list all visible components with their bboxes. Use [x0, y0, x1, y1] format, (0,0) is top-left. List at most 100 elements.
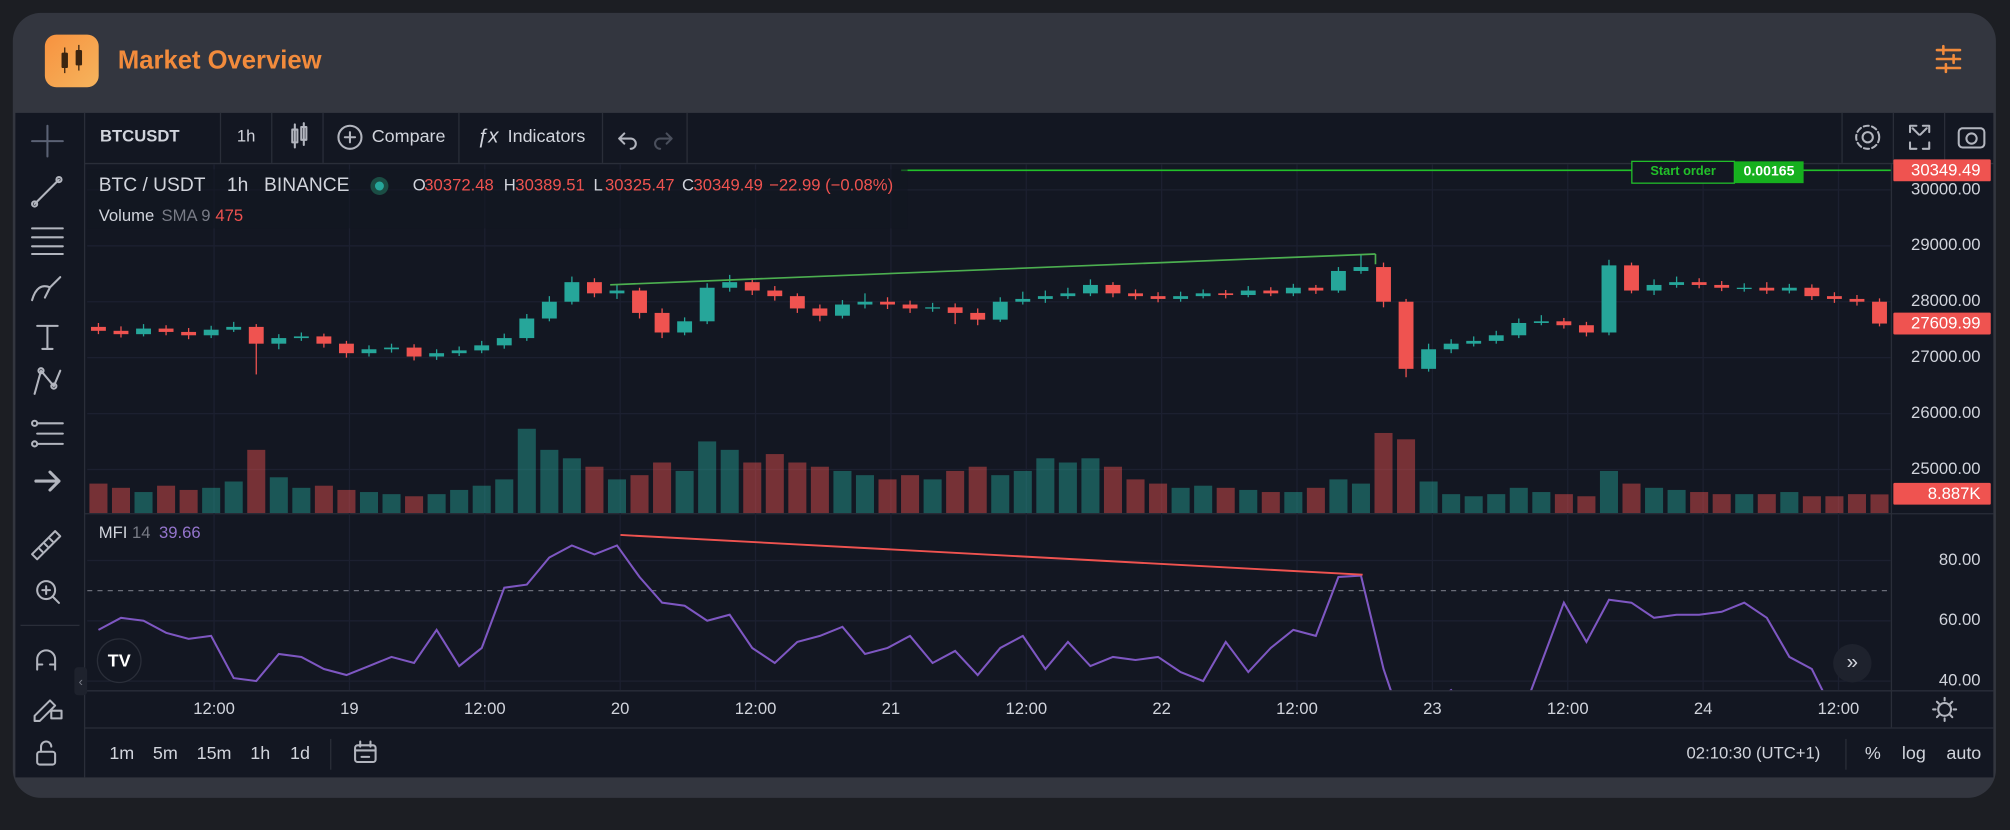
- ohlc-key: O: [413, 175, 426, 194]
- ohlc-value: 30389.51: [515, 175, 584, 194]
- candle-body: [1781, 287, 1797, 291]
- ruler-tool[interactable]: [31, 530, 62, 561]
- candle-body: [992, 301, 1008, 320]
- symbol[interactable]: BTCUSDT: [100, 127, 180, 146]
- order-qty-box[interactable]: [1734, 161, 1804, 184]
- candle-body: [947, 307, 963, 313]
- interval[interactable]: 1h: [237, 127, 256, 146]
- trendline-price[interactable]: [610, 253, 1376, 286]
- indicators-button[interactable]: Indicators: [508, 126, 586, 146]
- x-tick-label: 23: [1423, 699, 1442, 718]
- candle-body: [677, 321, 693, 333]
- logo-badge[interactable]: [96, 638, 142, 684]
- volume-bar: [1126, 479, 1145, 514]
- scroll-to-end-icon: »: [1847, 651, 1858, 674]
- volume-bar: [292, 487, 311, 514]
- x-tick-label: 21: [882, 699, 901, 718]
- crosshair-tool[interactable]: [31, 124, 64, 158]
- volume-bar: [1284, 492, 1303, 514]
- interval-button[interactable]: 1h: [250, 743, 270, 763]
- candle-body: [474, 345, 490, 351]
- x-tick-label: 12:00: [1818, 699, 1860, 718]
- candle-body: [361, 349, 377, 354]
- interval-button[interactable]: 5m: [153, 743, 178, 763]
- date-range-button[interactable]: [354, 740, 377, 764]
- candle-body: [1082, 284, 1098, 294]
- legend-volume-sma: SMA 9: [162, 206, 211, 225]
- log-toggle[interactable]: log: [1902, 743, 1926, 763]
- volume-bar: [1622, 483, 1641, 514]
- trendline-mfi[interactable]: [620, 533, 1363, 576]
- volume-bar: [1464, 496, 1483, 514]
- fullscreen-button[interactable]: [1908, 124, 1931, 150]
- volume-bar: [1757, 494, 1776, 514]
- candle-body: [1578, 325, 1594, 333]
- ohlc-value: 30349.49: [694, 175, 763, 194]
- ohlc-key: C: [682, 175, 694, 194]
- zoom-tool[interactable]: [36, 580, 60, 604]
- snapshot-button[interactable]: [1957, 127, 1986, 149]
- pattern-tool[interactable]: [33, 367, 62, 395]
- candle-body: [1376, 267, 1391, 302]
- interval-button[interactable]: 1d: [290, 743, 310, 763]
- chart-type-button[interactable]: [291, 122, 308, 149]
- collapse-handle[interactable]: [74, 667, 88, 696]
- volume-bar: [427, 494, 446, 514]
- theme-button[interactable]: [1932, 696, 1958, 722]
- volume-bar: [1329, 479, 1348, 514]
- brush-tool[interactable]: [31, 276, 62, 302]
- legend-mfi: MFI: [99, 523, 128, 542]
- candle-body: [1759, 287, 1775, 291]
- indicators-icon: ƒx: [477, 125, 499, 148]
- prediction-tool[interactable]: [31, 419, 64, 448]
- volume-bar: [1487, 494, 1506, 514]
- legend-mfi-length: 14: [132, 523, 151, 542]
- text-tool[interactable]: [36, 324, 59, 350]
- volume-bar: [1712, 494, 1731, 514]
- candle-body: [1849, 298, 1865, 302]
- candle-body: [158, 328, 174, 332]
- compare-button[interactable]: Compare: [372, 126, 446, 146]
- candle-body: [744, 282, 760, 291]
- candle-body: [1556, 321, 1572, 326]
- candle-body: [586, 282, 602, 294]
- candle-body: [1015, 298, 1031, 302]
- trendline-tool[interactable]: [31, 176, 63, 208]
- y-tick-label: 25000.00: [1911, 459, 1980, 478]
- volume-bar: [1194, 485, 1213, 514]
- volume-bar: [1577, 496, 1596, 514]
- redo-button[interactable]: [654, 132, 673, 150]
- scroll-to-end-button[interactable]: [1833, 643, 1872, 683]
- candle-body: [226, 326, 242, 330]
- candle-body: [1804, 287, 1820, 297]
- auto-toggle[interactable]: auto: [1946, 743, 1981, 763]
- candle-body: [1330, 270, 1346, 291]
- volume-bar: [1780, 492, 1799, 514]
- magnet-tool[interactable]: [36, 649, 57, 671]
- x-tick-label: 12:00: [1276, 699, 1318, 718]
- chart-settings-button[interactable]: [1855, 124, 1881, 150]
- candle-body: [1195, 293, 1211, 297]
- candle-body: [1240, 290, 1256, 296]
- candle-body: [925, 307, 941, 309]
- volume-bar: [720, 449, 739, 514]
- lock-drawings-tool[interactable]: [33, 699, 63, 722]
- compare-icon[interactable]: [337, 124, 363, 150]
- settings-button[interactable]: [1935, 44, 1962, 74]
- volume-bar: [855, 475, 874, 514]
- volume-bar: [1261, 492, 1280, 514]
- lock-tool[interactable]: [36, 740, 57, 766]
- undo-button[interactable]: [618, 132, 637, 150]
- percent-toggle[interactable]: %: [1865, 743, 1881, 763]
- volume-bar: [89, 483, 108, 514]
- hide-toolbar-arrow[interactable]: [34, 470, 61, 492]
- volume-bar: [1058, 462, 1077, 514]
- fib-tool[interactable]: [31, 227, 64, 256]
- last-price-tag-bg: [1893, 312, 1991, 335]
- ohlc-key: H: [504, 175, 516, 194]
- interval-button[interactable]: 1m: [109, 743, 134, 763]
- volume-bar: [1802, 496, 1821, 514]
- legend-interval: 1h: [227, 175, 248, 196]
- interval-button[interactable]: 15m: [197, 743, 232, 763]
